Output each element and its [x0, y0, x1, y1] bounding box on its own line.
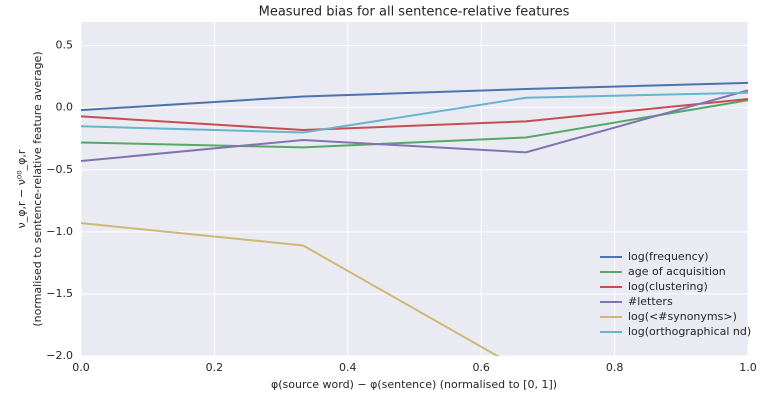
line: [81, 81, 748, 112]
x-tick-label: 1.0: [739, 361, 757, 374]
plot-area: [81, 22, 748, 356]
y-tick-label: 0.0: [56, 101, 74, 114]
y-tick-label: −0.5: [46, 163, 73, 176]
y-tick-label: −2.0: [46, 349, 73, 362]
legend-label: log(orthographical nd): [628, 325, 751, 338]
x-tick-label: 0.8: [606, 361, 624, 374]
x-tick-label: 0.0: [72, 361, 90, 374]
legend-label: #letters: [628, 295, 673, 308]
legend-label: log(clustering): [628, 280, 708, 293]
y-axis-label: ν_φ,r − ν⁰⁰_φ,r: [15, 149, 28, 228]
y-tick-label: −1.0: [46, 225, 73, 238]
legend-label: log(frequency): [628, 250, 709, 263]
x-axis-label: φ(source word) − φ(sentence) (normalised…: [271, 378, 557, 391]
x-tick-label: 0.6: [472, 361, 490, 374]
y-tick-label: 0.5: [56, 39, 74, 52]
line: [81, 89, 748, 163]
chart-title: Measured bias for all sentence-relative …: [259, 5, 570, 20]
line: [81, 222, 500, 356]
y-tick-label: −1.5: [46, 287, 73, 300]
legend-label: log(<#synonyms>): [628, 310, 737, 323]
legend-label: age of acquisition: [628, 265, 726, 278]
line: [81, 99, 748, 149]
x-tick-label: 0.2: [206, 361, 224, 374]
line: [81, 97, 748, 132]
y-axis-label: (normalised to sentence-relative feature…: [31, 51, 44, 326]
line: [81, 91, 748, 134]
x-tick-label: 0.4: [339, 361, 357, 374]
